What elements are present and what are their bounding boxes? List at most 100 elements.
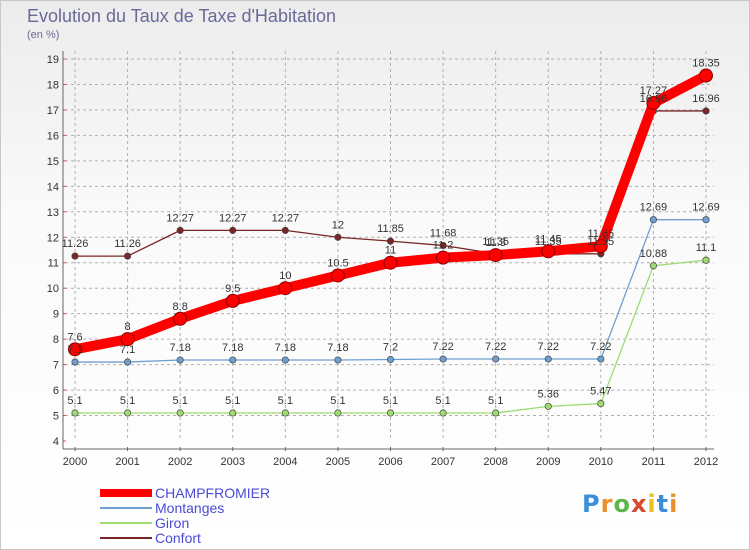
data-point-confort xyxy=(229,226,237,234)
data-point-champfromier xyxy=(383,255,398,270)
data-point-giron xyxy=(439,409,447,417)
data-point-confort xyxy=(71,252,79,260)
data-point-confort xyxy=(124,252,132,260)
logo-letter: P xyxy=(582,490,601,518)
y-tick-label: 18 xyxy=(47,79,59,91)
data-label-confort: 11.35 xyxy=(482,236,509,248)
data-point-giron xyxy=(176,409,184,417)
data-label-confort: 11.35 xyxy=(535,236,562,248)
x-tick-label: 2008 xyxy=(483,456,507,468)
data-point-champfromier xyxy=(68,342,82,357)
data-point-giron xyxy=(281,409,289,417)
x-tick-label: 2000 xyxy=(63,456,87,468)
x-tick-label: 2003 xyxy=(221,456,245,468)
data-label-giron: 5.1 xyxy=(225,395,240,407)
data-point-montanges xyxy=(492,355,500,363)
data-label-giron: 5.47 xyxy=(590,386,611,398)
legend: CHAMPFROMIER Montanges Giron Confort xyxy=(100,486,360,546)
data-label-montanges: 7.18 xyxy=(169,342,190,354)
chart-title: Evolution du Taux de Taxe d'Habitation xyxy=(27,6,336,26)
data-point-giron xyxy=(544,402,552,410)
data-point-montanges xyxy=(71,358,79,366)
legend-swatch-confort xyxy=(100,537,152,539)
logo-letter: i xyxy=(669,490,679,518)
data-point-confort xyxy=(386,237,395,245)
data-label-champfromier: 17.27 xyxy=(640,85,668,97)
data-label-giron: 5.1 xyxy=(173,395,188,407)
y-tick-label: 8 xyxy=(53,334,59,346)
data-point-confort xyxy=(702,107,710,115)
data-label-montanges: 7.22 xyxy=(485,341,506,353)
data-point-montanges xyxy=(281,356,289,364)
x-tick-label: 2006 xyxy=(378,456,402,468)
data-point-confort xyxy=(176,226,184,234)
y-tick-label: 5 xyxy=(53,411,59,423)
data-label-giron: 5.1 xyxy=(435,395,450,407)
data-label-confort: 12.27 xyxy=(166,212,194,224)
data-label-confort: 11.35 xyxy=(587,236,614,248)
data-point-giron xyxy=(649,262,657,270)
data-point-champfromier xyxy=(593,239,608,254)
y-tick-label: 9 xyxy=(53,309,59,321)
y-tick-label: 12 xyxy=(47,232,59,244)
data-label-champfromier: 18.35 xyxy=(692,58,720,70)
data-label-giron: 5.1 xyxy=(383,395,398,407)
data-point-champfromier xyxy=(120,332,135,347)
data-label-confort: 12.27 xyxy=(272,212,300,224)
data-point-champfromier xyxy=(699,68,713,83)
data-label-champfromier: 11.45 xyxy=(535,233,562,245)
data-label-champfromier: 11.3 xyxy=(485,237,506,249)
data-label-confort: 11.26 xyxy=(114,238,141,250)
data-point-champfromier xyxy=(646,96,661,111)
x-tick-label: 2007 xyxy=(431,456,455,468)
data-point-giron xyxy=(334,409,342,417)
data-label-confort: 11.85 xyxy=(377,223,404,235)
data-point-montanges xyxy=(702,216,710,224)
data-label-giron: 5.36 xyxy=(538,388,559,400)
data-point-montanges xyxy=(544,355,552,363)
logo-letter: i xyxy=(647,490,657,518)
x-tick-label: 2004 xyxy=(273,456,297,468)
legend-item-montanges: Montanges xyxy=(100,501,360,516)
data-point-champfromier xyxy=(541,244,556,259)
proxiti-logo: Proxiti xyxy=(582,490,678,518)
data-labels: 7.6 8 8.8 9.5 10 10.5 11 11.2 11.3 11.45 11.65 17.2… xyxy=(62,58,720,407)
data-point-montanges xyxy=(229,356,237,364)
x-tick-label: 2011 xyxy=(642,456,666,468)
data-label-montanges: 7.22 xyxy=(432,341,453,353)
data-label-champfromier: 11.65 xyxy=(587,228,614,240)
y-tick-label: 11 xyxy=(48,258,59,270)
data-label-giron: 10.88 xyxy=(640,248,668,260)
data-point-champfromier xyxy=(225,293,240,308)
axes: 4 5 6 7 8 9 10 11 12 13 14 15 16 17 18 19 2000 2001 2002 20… xyxy=(47,51,718,468)
legend-item-confort: Confort xyxy=(100,531,360,546)
y-tick-label: 16 xyxy=(47,130,59,142)
data-point-giron xyxy=(124,409,132,417)
data-point-giron xyxy=(71,409,79,417)
data-point-montanges xyxy=(439,355,447,363)
x-tick-label: 2009 xyxy=(536,456,560,468)
logo-letter: t xyxy=(656,490,670,518)
legend-label-giron: Giron xyxy=(155,515,190,531)
data-label-montanges: 7.22 xyxy=(590,341,611,353)
x-tick-label: 2010 xyxy=(589,456,613,468)
data-label-confort: 11.68 xyxy=(430,227,457,239)
logo-letter: r xyxy=(600,490,614,518)
data-label-confort: 16.96 xyxy=(692,93,720,105)
data-point-giron xyxy=(492,409,500,417)
data-label-montanges: 7.18 xyxy=(222,342,243,354)
data-label-montanges: 7.18 xyxy=(275,342,296,354)
legend-label-champfromier: CHAMPFROMIER xyxy=(155,485,271,501)
data-label-confort: 12.27 xyxy=(219,212,247,224)
data-point-giron xyxy=(702,256,710,264)
data-point-champfromier xyxy=(330,268,345,283)
data-label-montanges: 7.18 xyxy=(327,342,348,354)
legend-swatch-montanges xyxy=(100,507,152,509)
data-point-montanges xyxy=(176,356,184,364)
x-tick-label: 2001 xyxy=(115,456,139,468)
legend-swatch-giron xyxy=(100,522,152,524)
x-tick-label: 2002 xyxy=(168,456,192,468)
data-label-montanges: 7.1 xyxy=(67,344,82,356)
data-label-montanges: 12.69 xyxy=(640,202,668,214)
data-point-giron xyxy=(229,409,237,417)
